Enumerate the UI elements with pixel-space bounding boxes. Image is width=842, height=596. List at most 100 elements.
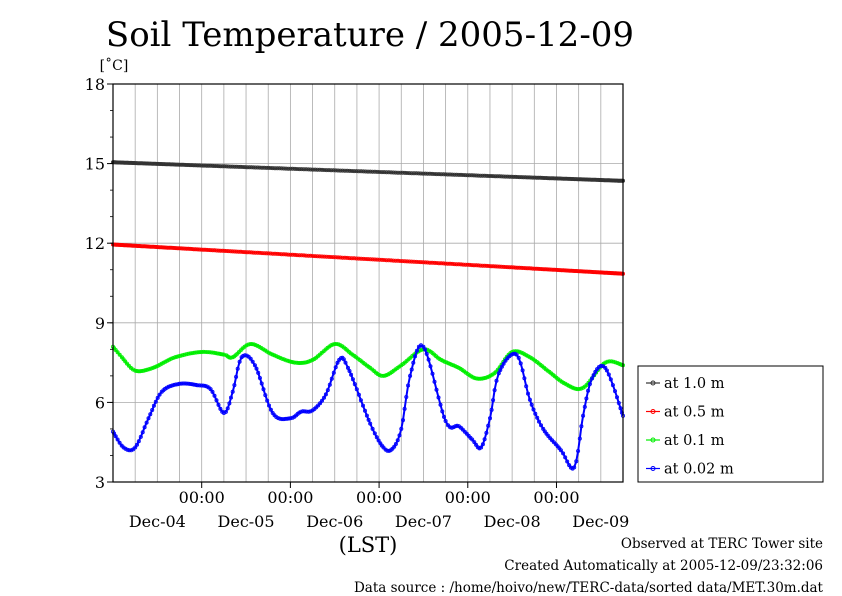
- data-point: [285, 358, 290, 363]
- data-point: [547, 176, 552, 181]
- data-point: [335, 360, 340, 365]
- data-point: [606, 372, 611, 377]
- data-point: [447, 172, 452, 177]
- footer-source: Data source : /home/hoivo/new/TERC-data/…: [353, 580, 823, 596]
- series-line: [112, 243, 623, 275]
- data-point: [493, 264, 498, 269]
- data-point: [356, 392, 361, 397]
- data-point: [592, 177, 597, 182]
- data-point: [218, 164, 223, 169]
- data-point: [113, 347, 118, 352]
- data-point: [196, 350, 201, 355]
- data-point: [511, 265, 516, 270]
- data-point: [463, 173, 468, 178]
- data-point: [393, 441, 398, 446]
- data-point: [139, 368, 144, 373]
- data-point: [509, 352, 514, 357]
- data-point: [402, 406, 407, 411]
- data-point: [242, 165, 247, 170]
- data-point: [141, 368, 146, 373]
- data-point: [322, 167, 327, 172]
- data-point: [372, 257, 377, 262]
- data-point: [150, 407, 155, 412]
- series-line: [113, 161, 623, 182]
- data-point: [347, 168, 352, 173]
- data-point: [375, 169, 380, 174]
- data-point: [180, 246, 185, 251]
- data-point: [441, 414, 446, 419]
- data-point: [208, 387, 213, 392]
- data-point: [452, 172, 457, 177]
- data-point: [272, 166, 277, 171]
- series-line: [112, 343, 624, 470]
- data-point: [216, 164, 221, 169]
- data-point: [193, 382, 198, 387]
- data-point: [306, 253, 311, 258]
- data-point: [384, 170, 389, 175]
- data-point: [515, 265, 520, 270]
- data-point: [199, 383, 204, 388]
- data-point: [125, 447, 130, 452]
- data-point: [146, 367, 151, 372]
- data-point: [532, 175, 537, 180]
- data-point: [443, 261, 448, 266]
- data-point: [287, 359, 292, 364]
- data-point: [252, 363, 257, 368]
- data-point: [199, 163, 204, 168]
- y-tick-label: 3: [95, 473, 105, 492]
- data-point: [238, 249, 243, 254]
- data-point: [594, 177, 599, 182]
- data-point: [275, 251, 280, 256]
- data-point: [613, 389, 618, 394]
- data-point: [505, 356, 510, 361]
- data-point: [255, 250, 260, 255]
- data-point: [325, 388, 330, 393]
- data-point: [143, 368, 148, 373]
- data-point: [362, 408, 367, 413]
- data-point: [409, 259, 414, 264]
- data-point: [471, 263, 476, 268]
- data-point: [212, 163, 217, 168]
- data-point: [306, 167, 311, 172]
- data-point: [197, 383, 202, 388]
- data-point: [480, 173, 485, 178]
- data-point: [532, 266, 537, 271]
- data-point: [359, 256, 364, 261]
- data-point: [354, 169, 359, 174]
- data-point: [392, 444, 397, 449]
- data-point: [279, 252, 284, 257]
- data-point: [277, 166, 282, 171]
- data-point: [240, 164, 245, 169]
- data-point: [361, 169, 366, 174]
- data-point: [136, 439, 141, 444]
- data-point: [599, 363, 604, 368]
- data-point: [593, 369, 598, 374]
- data-point: [370, 426, 375, 431]
- data-point: [618, 406, 623, 411]
- data-point: [479, 445, 484, 450]
- data-point: [304, 167, 309, 172]
- data-point: [191, 163, 196, 168]
- data-point: [345, 365, 350, 370]
- data-point: [199, 247, 204, 252]
- data-point: [192, 350, 197, 355]
- data-point: [236, 164, 241, 169]
- data-point: [201, 247, 206, 252]
- data-point: [414, 171, 419, 176]
- data-point: [539, 423, 544, 428]
- data-point: [523, 175, 528, 180]
- data-point: [247, 250, 252, 255]
- legend-label: at 0.1 m: [664, 433, 725, 449]
- data-point: [518, 361, 523, 366]
- data-point: [608, 377, 613, 382]
- data-point: [338, 168, 343, 173]
- data-point: [395, 258, 400, 263]
- data-point: [406, 383, 411, 388]
- data-point: [400, 418, 405, 423]
- data-point: [330, 342, 335, 347]
- data-point: [375, 257, 380, 262]
- data-point: [204, 247, 209, 252]
- data-point: [214, 163, 219, 168]
- data-point: [467, 262, 472, 267]
- x-tick-label: 00:00: [533, 488, 579, 507]
